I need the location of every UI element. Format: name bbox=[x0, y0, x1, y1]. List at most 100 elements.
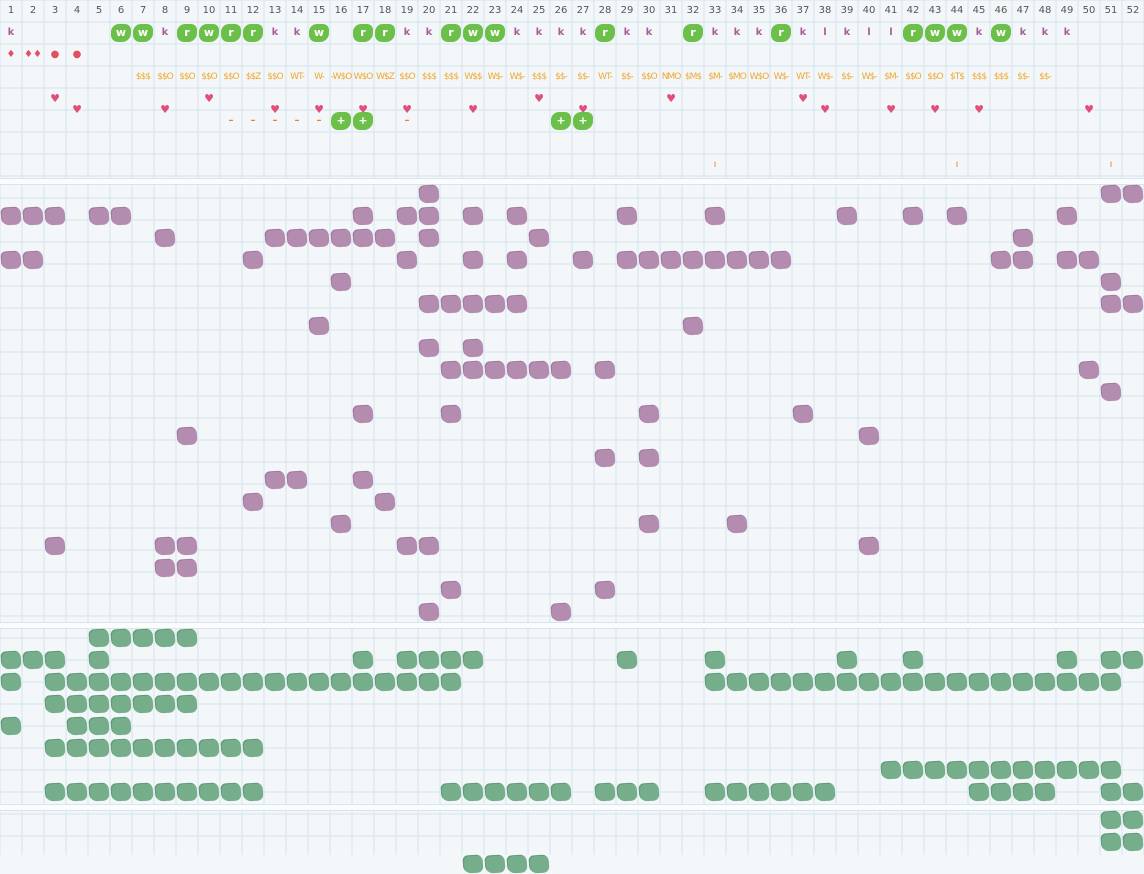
purple-blob bbox=[682, 250, 704, 270]
green-blob bbox=[440, 782, 462, 802]
column-header: 15 bbox=[312, 5, 326, 16]
column-header: 17 bbox=[356, 5, 370, 16]
purple-blob bbox=[352, 206, 374, 226]
heart-icon: ♥ bbox=[468, 103, 478, 116]
column-header: 10 bbox=[202, 5, 216, 16]
column-header: 2 bbox=[29, 5, 37, 16]
green-blob bbox=[792, 672, 814, 692]
row-token: k bbox=[557, 27, 565, 38]
purple-blob bbox=[308, 228, 330, 248]
column-header: 28 bbox=[598, 5, 612, 16]
purple-blob bbox=[418, 184, 440, 204]
column-header: 25 bbox=[532, 5, 546, 16]
green-blob bbox=[990, 782, 1012, 802]
column-header: 14 bbox=[290, 5, 304, 16]
row-token: k bbox=[623, 27, 631, 38]
column-header: 13 bbox=[268, 5, 282, 16]
green-blob bbox=[110, 672, 132, 692]
purple-blob bbox=[440, 580, 462, 600]
column-header: 4 bbox=[73, 5, 81, 16]
green-blob bbox=[792, 782, 814, 802]
currency-token: -W$O bbox=[330, 72, 353, 82]
green-blob bbox=[726, 782, 748, 802]
plus-badge: + bbox=[573, 112, 593, 130]
purple-blob bbox=[1012, 228, 1034, 248]
heart-icon: ♥ bbox=[974, 103, 984, 116]
currency-token: W$O bbox=[353, 72, 374, 82]
column-header: 24 bbox=[510, 5, 524, 16]
green-blob bbox=[88, 738, 110, 758]
purple-blob bbox=[1078, 360, 1100, 380]
green-blob bbox=[418, 650, 440, 670]
green-blob bbox=[220, 738, 242, 758]
heart-icon: ♥ bbox=[666, 92, 676, 105]
purple-blob bbox=[748, 250, 770, 270]
purple-blob bbox=[506, 294, 528, 314]
green-blob bbox=[330, 672, 352, 692]
column-header: 41 bbox=[884, 5, 898, 16]
purple-blob bbox=[594, 360, 616, 380]
green-blob bbox=[594, 782, 616, 802]
currency-token: $M- bbox=[708, 72, 723, 82]
column-header: 36 bbox=[774, 5, 788, 16]
purple-blob bbox=[462, 338, 484, 358]
green-blob bbox=[110, 716, 132, 736]
dash-marker: – bbox=[294, 115, 300, 126]
column-header: 52 bbox=[1126, 5, 1140, 16]
green-blob bbox=[968, 760, 990, 780]
plus-badge: + bbox=[551, 112, 571, 130]
purple-blob bbox=[616, 250, 638, 270]
purple-blob bbox=[396, 206, 418, 226]
column-header: 45 bbox=[972, 5, 986, 16]
green-blob bbox=[924, 672, 946, 692]
green-blob bbox=[154, 628, 176, 648]
green-blob bbox=[506, 782, 528, 802]
purple-blob bbox=[396, 536, 418, 556]
purple-blob bbox=[308, 316, 330, 336]
currency-token: $$- bbox=[1039, 72, 1052, 82]
currency-token: $T$ bbox=[950, 72, 965, 82]
purple-blob bbox=[550, 360, 572, 380]
green-blob bbox=[748, 782, 770, 802]
tick-marker: ı bbox=[713, 159, 717, 170]
purple-blob bbox=[704, 250, 726, 270]
currency-token: W$- bbox=[773, 72, 790, 82]
row-token: k bbox=[733, 27, 741, 38]
purple-blob bbox=[682, 316, 704, 336]
green-blob bbox=[44, 782, 66, 802]
purple-blob bbox=[462, 250, 484, 270]
row-token: k bbox=[271, 27, 279, 38]
letter-badge: r bbox=[221, 24, 241, 42]
green-blob bbox=[990, 760, 1012, 780]
green-blob bbox=[110, 628, 132, 648]
currency-token: W$- bbox=[817, 72, 834, 82]
column-header: 51 bbox=[1104, 5, 1118, 16]
green-blob bbox=[880, 760, 902, 780]
green-blob bbox=[704, 650, 726, 670]
purple-blob bbox=[330, 514, 352, 534]
green-blob bbox=[198, 672, 220, 692]
currency-token: W$- bbox=[509, 72, 526, 82]
purple-blob bbox=[352, 470, 374, 490]
green-blob bbox=[66, 782, 88, 802]
purple-blob bbox=[484, 294, 506, 314]
green-blob bbox=[220, 672, 242, 692]
green-blob bbox=[726, 672, 748, 692]
green-blob bbox=[770, 782, 792, 802]
column-header: 50 bbox=[1082, 5, 1096, 16]
currency-token: $$$ bbox=[443, 72, 459, 82]
green-blob bbox=[176, 782, 198, 802]
currency-token: W- bbox=[314, 72, 325, 82]
letter-badge: w bbox=[111, 24, 131, 42]
drop-icon: ● bbox=[72, 49, 82, 60]
purple-blob bbox=[638, 514, 660, 534]
currency-token: $$O bbox=[905, 72, 922, 82]
purple-blob bbox=[462, 294, 484, 314]
green-blob bbox=[88, 672, 110, 692]
purple-blob bbox=[1122, 184, 1144, 204]
purple-blob bbox=[88, 206, 110, 226]
purple-blob bbox=[374, 492, 396, 512]
letter-badge: r bbox=[375, 24, 395, 42]
column-header: 23 bbox=[488, 5, 502, 16]
purple-blob bbox=[660, 250, 682, 270]
